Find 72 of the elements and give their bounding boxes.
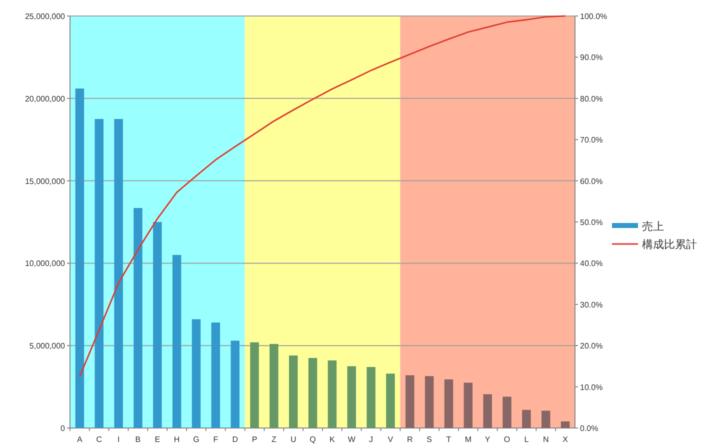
- legend-label: 構成比累計: [642, 238, 697, 251]
- bar: [386, 374, 395, 428]
- y-tick-label: 20,000,000: [24, 94, 66, 104]
- y2-tick-label: 10.0%: [580, 382, 603, 392]
- y-tick-label: 0: [60, 424, 66, 433]
- bar: [502, 396, 512, 428]
- y-tick-label: 10,000,000: [24, 259, 66, 268]
- bar: [464, 382, 473, 428]
- y2-tick-label: 80.0%: [580, 94, 603, 104]
- x-tick-label: C: [96, 435, 102, 444]
- bar: [483, 394, 492, 428]
- bar: [192, 319, 201, 428]
- bar: [270, 344, 278, 428]
- x-tick-label: R: [407, 435, 414, 444]
- x-tick-label: F: [213, 435, 218, 444]
- bar: [328, 360, 337, 428]
- x-tick-label: U: [290, 435, 296, 444]
- bar: [211, 322, 220, 428]
- y2-tick-label: 50.0%: [580, 218, 603, 227]
- x-tick-label: X: [562, 435, 569, 444]
- x-tick-label: A: [77, 435, 84, 444]
- x-tick-label: N: [542, 435, 549, 444]
- x-tick-label: D: [232, 435, 238, 444]
- bar: [94, 119, 104, 428]
- bar: [153, 222, 162, 428]
- y2-tick-label: 0.0%: [580, 424, 598, 433]
- x-tick-label: M: [464, 435, 472, 444]
- bar: [424, 376, 434, 428]
- bar: [560, 421, 570, 428]
- bar: [75, 88, 84, 428]
- x-tick-label: L: [524, 435, 530, 444]
- bar: [288, 355, 298, 428]
- bar: [172, 254, 182, 428]
- bar: [114, 119, 123, 428]
- x-tick-label: K: [330, 435, 336, 444]
- x-tick-label: Y: [484, 435, 491, 444]
- bar: [230, 340, 240, 428]
- y2-tick-label: 30.0%: [580, 300, 603, 310]
- y2-tick-label: 90.0%: [580, 53, 603, 62]
- x-tick-label: S: [426, 435, 432, 444]
- line-series: [78, 15, 566, 378]
- x-tick-label: J: [369, 435, 374, 444]
- x-tick-label: G: [193, 435, 200, 444]
- bar: [541, 410, 550, 428]
- x-tick-label: H: [174, 435, 180, 444]
- y-tick-label: 5,000,000: [29, 342, 66, 351]
- y-tick-label: 25,000,000: [24, 12, 66, 21]
- x-tick-label: T: [446, 435, 452, 444]
- legend-label: 売上: [642, 220, 664, 233]
- bar: [308, 358, 318, 428]
- bar: [347, 366, 356, 428]
- y2-tick-label: 70.0%: [580, 136, 603, 145]
- y-tick-label: 15,000,000: [24, 176, 66, 186]
- x-tick-label: W: [348, 435, 356, 444]
- bar: [134, 208, 142, 428]
- x-tick-label: I: [117, 435, 120, 444]
- x-tick-label: V: [388, 435, 394, 444]
- y2-tick-label: 60.0%: [580, 176, 603, 186]
- bar: [444, 379, 454, 428]
- y2-tick-label: 20.0%: [580, 342, 603, 351]
- bar: [366, 367, 376, 428]
- x-tick-label: P: [252, 435, 258, 444]
- x-tick-label: Q: [310, 435, 316, 444]
- x-tick-label: E: [154, 435, 160, 444]
- x-tick-label: O: [504, 435, 510, 444]
- bar: [250, 342, 259, 428]
- bar: [406, 375, 414, 428]
- x-tick-label: Z: [271, 435, 276, 444]
- y2-tick-label: 40.0%: [580, 259, 603, 268]
- bar: [522, 410, 531, 428]
- y2-tick-label: 100.0%: [580, 12, 608, 21]
- x-tick-label: B: [135, 435, 141, 444]
